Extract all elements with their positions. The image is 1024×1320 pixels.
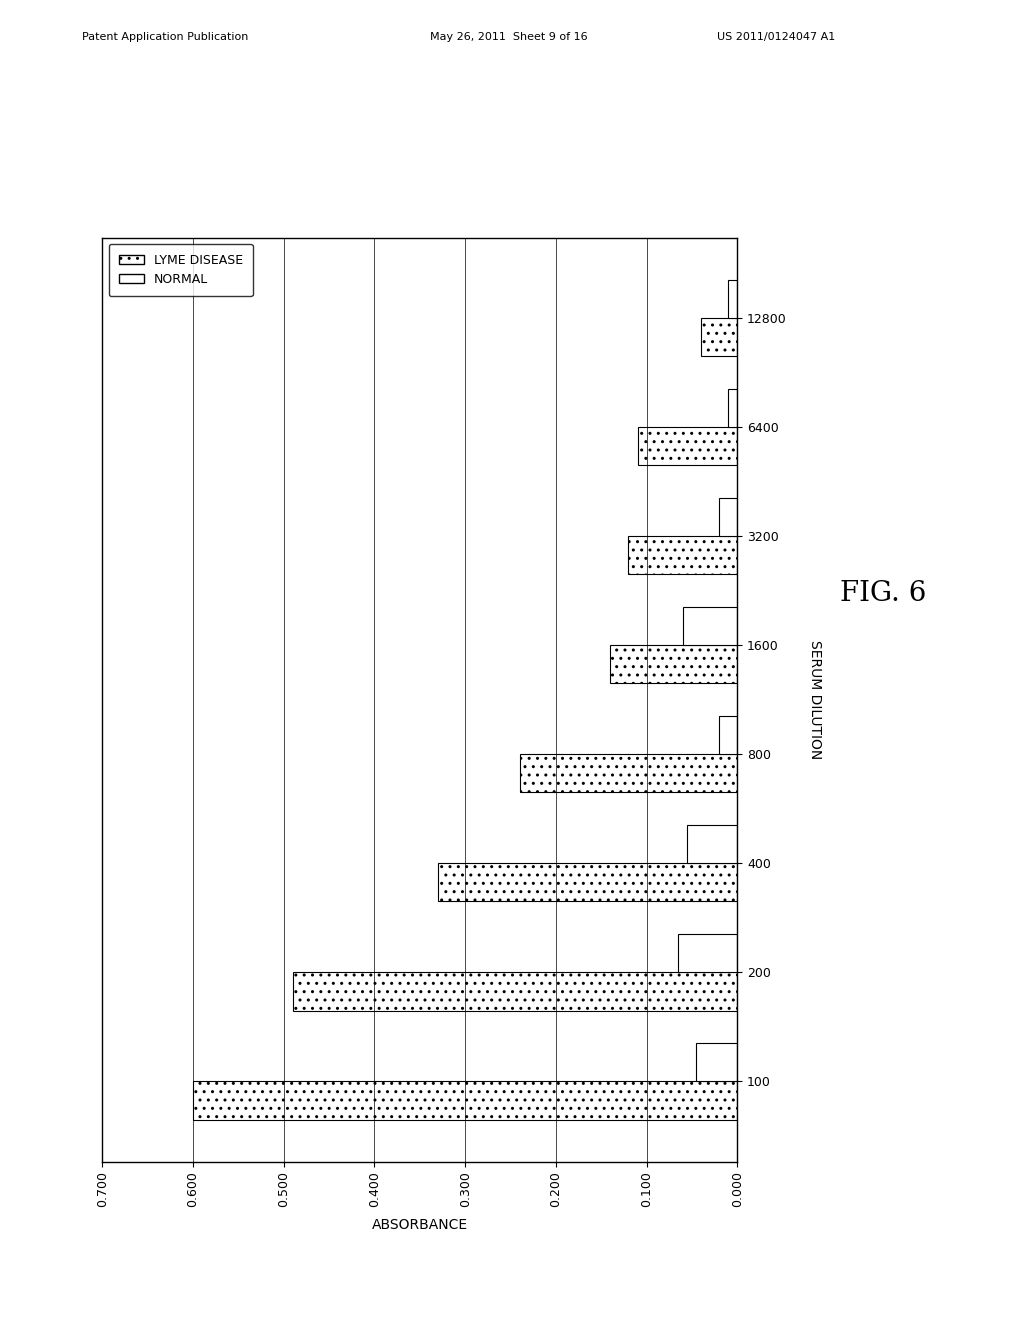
Bar [293,973,737,1011]
Bar [728,388,737,426]
Bar [683,607,737,645]
Text: Patent Application Publication: Patent Application Publication [82,32,248,42]
Bar [629,536,737,574]
Bar [701,318,737,356]
Bar [696,1043,737,1081]
Bar [638,426,737,465]
Text: US 2011/0124047 A1: US 2011/0124047 A1 [717,32,835,42]
Bar [719,715,737,754]
Bar [728,280,737,318]
Bar [194,1081,737,1119]
Text: FIG. 6: FIG. 6 [840,581,926,607]
Legend: LYME DISEASE, NORMAL: LYME DISEASE, NORMAL [109,244,253,296]
Y-axis label: SERUM DILUTION: SERUM DILUTION [808,640,821,759]
Bar [719,498,737,536]
Bar [610,645,737,684]
X-axis label: ABSORBANCE: ABSORBANCE [372,1218,468,1233]
Bar [678,935,737,973]
Text: May 26, 2011  Sheet 9 of 16: May 26, 2011 Sheet 9 of 16 [430,32,588,42]
Bar [687,825,737,863]
Bar [519,754,737,792]
Bar [438,863,737,902]
